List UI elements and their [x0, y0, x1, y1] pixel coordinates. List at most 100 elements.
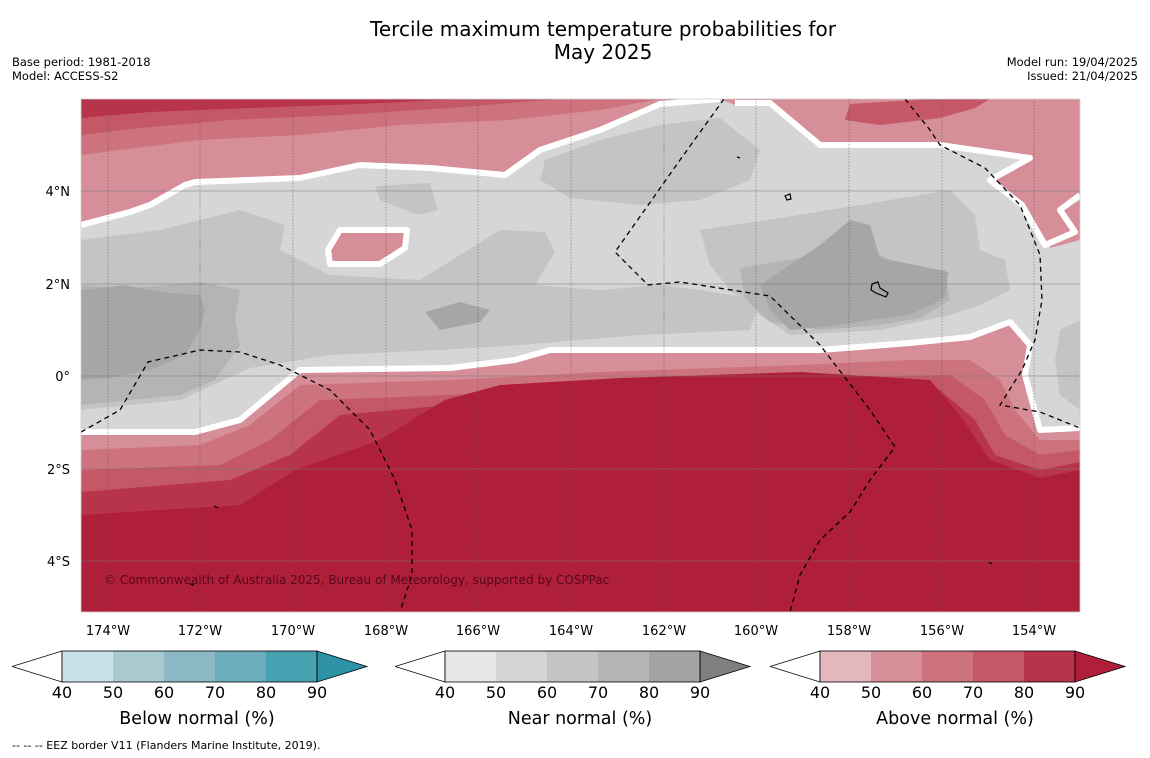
north-above-50 [81, 99, 1080, 245]
colorbar-segment [1024, 651, 1075, 682]
colorbar-segment [871, 651, 922, 682]
longitude-labels: 174°W 172°W 170°W 168°W 166°W 164°W 162°W 160°W… [86, 624, 1056, 639]
colorbar-over-triangle [1074, 650, 1127, 683]
colorbar-tick-label: 90 [1064, 683, 1086, 702]
near-normal-70-corner [1055, 320, 1080, 410]
colorbar-tick-label: 40 [434, 683, 456, 702]
below-normal-scale [12, 650, 369, 683]
colorbar-segment [266, 651, 317, 682]
colorbar-tick-label: 40 [51, 683, 73, 702]
model-run-text: Model run: 19/04/2025 [1006, 55, 1138, 69]
near-normal-label: Near normal (%) [507, 709, 653, 729]
map-frame [80, 98, 1081, 613]
colorbar-tick-label: 90 [306, 683, 328, 702]
colorbar-tick-label: 40 [809, 683, 831, 702]
northeast-above-60 [845, 99, 990, 125]
graticule [107, 99, 1035, 612]
meta-right: Model run: 19/04/2025 Issued: 21/04/2025 [1007, 55, 1138, 83]
near-normal-60-north [540, 118, 760, 205]
islands [189, 156, 993, 586]
base-period-text: Base period: 1981-2018 [12, 55, 151, 69]
colorbar-frame [444, 650, 701, 683]
lon-tick-label: 166°W [456, 624, 500, 639]
colorbar-frame [61, 650, 318, 683]
colorbar-segment [922, 651, 973, 682]
lon-tick-label: 164°W [549, 624, 593, 639]
title-line-1: Tercile maximum temperature probabilitie… [370, 17, 836, 41]
colorbar-tick-label: 80 [255, 683, 277, 702]
lat-tick-label: 4°S [47, 555, 70, 570]
near-normal-60-west [81, 210, 760, 410]
south-boundary-line [81, 319, 1080, 435]
lon-tick-label: 162°W [642, 624, 686, 639]
colorbar-tick-label: 80 [638, 683, 660, 702]
lon-tick-label: 158°W [827, 624, 871, 639]
colorbar-frame [819, 650, 1076, 683]
north-above-80 [81, 99, 460, 118]
colorbar-over-triangle [316, 650, 369, 683]
chart-title: Tercile maximum temperature probabilitie… [0, 18, 1150, 64]
colorbar-tick-label: 60 [536, 683, 558, 702]
copyright-text: © Commonwealth of Australia 2025, Bureau… [104, 573, 609, 587]
colorbar-segment [445, 651, 496, 682]
colorbar-segment [820, 651, 871, 682]
lon-tick-label: 174°W [86, 624, 130, 639]
colorbar-tick-label: 60 [911, 683, 933, 702]
colorbar-segment [598, 651, 649, 682]
lon-tick-label: 160°W [734, 624, 778, 639]
above-normal-scale [770, 650, 1127, 683]
near-normal-80-mid [425, 302, 490, 330]
colorbar-segment [547, 651, 598, 682]
colorbar-under-triangle [770, 650, 821, 683]
colorbar-tick-label: 90 [689, 683, 711, 702]
colorbar-tick-label: 50 [860, 683, 882, 702]
eez-footnote: -- -- -- EEZ border V11 (Flanders Marine… [12, 739, 321, 752]
lat-tick-label: 2°N [46, 278, 71, 293]
lon-tick-label: 168°W [364, 624, 408, 639]
meta-left: Base period: 1981-2018 Model: ACCESS-S2 [12, 55, 151, 83]
eez-borders [81, 99, 1080, 612]
colorbar-segment [496, 651, 547, 682]
island-above-50 [330, 232, 405, 262]
latitude-labels: 4°N 2°N 0° 2°S 4°S [46, 185, 71, 570]
latitude-lines [81, 190, 1080, 562]
colorbar-segment [973, 651, 1024, 682]
colorbar-segment [164, 651, 215, 682]
colorbar-tick-label: 70 [587, 683, 609, 702]
colorbar-tick-label: 70 [204, 683, 226, 702]
below-normal-colorbar: 40 50 60 70 80 90 Below normal (%) [12, 648, 382, 738]
lon-tick-label: 170°W [271, 624, 315, 639]
near-normal-colorbar: 40 50 60 70 80 90 Near normal (%) [395, 648, 765, 738]
lat-tick-label: 4°N [46, 185, 71, 200]
lat-tick-label: 2°S [47, 463, 70, 478]
issued-text: Issued: 21/04/2025 [1027, 69, 1138, 83]
colorbar-under-triangle [395, 650, 446, 683]
colorbar-under-triangle [12, 650, 63, 683]
lat-tick-label: 0° [55, 370, 70, 385]
lon-tick-label: 156°W [920, 624, 964, 639]
colorbar-segment [113, 651, 164, 682]
colorbar-tick-label: 60 [153, 683, 175, 702]
island-boundary-line [325, 227, 410, 267]
colorbar-tick-label: 50 [102, 683, 124, 702]
colorbar-tick-label: 80 [1013, 683, 1035, 702]
map-fill-layer [81, 99, 1080, 612]
above-normal-label: Above normal (%) [876, 709, 1034, 729]
north-boundary-line [81, 99, 1080, 248]
colorbar-segment [215, 651, 266, 682]
near-normal-80-east [760, 220, 948, 330]
near-normal-scale [395, 650, 752, 683]
colorbar-over-triangle [699, 650, 752, 683]
lon-tick-label: 154°W [1012, 624, 1056, 639]
colorbar-tick-label: 70 [962, 683, 984, 702]
model-text: Model: ACCESS-S2 [12, 69, 119, 83]
colorbar-segment [62, 651, 113, 682]
lon-tick-label: 172°W [178, 624, 222, 639]
colorbar-tick-label: 50 [485, 683, 507, 702]
below-normal-label: Below normal (%) [119, 709, 275, 729]
title-line-2: May 2025 [553, 40, 653, 64]
colorbar-segment [649, 651, 700, 682]
probability-map: © Commonwealth of Australia 2025, Bureau… [46, 98, 1081, 639]
above-normal-colorbar: 40 50 60 70 80 90 Above normal (%) [770, 648, 1140, 738]
south-above-90 [81, 372, 1080, 612]
